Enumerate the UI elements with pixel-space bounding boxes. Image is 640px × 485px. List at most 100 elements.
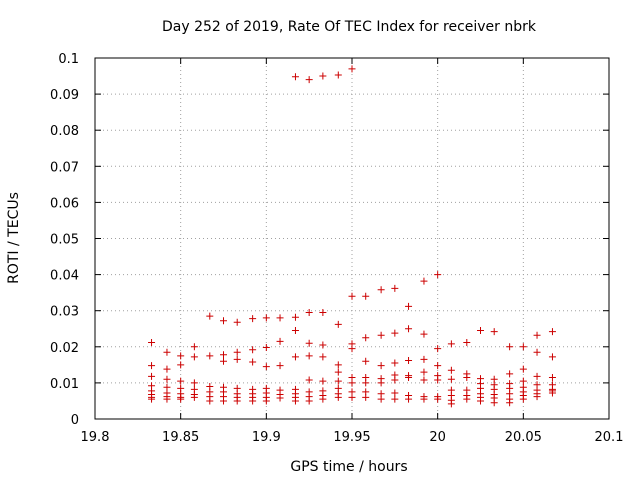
data-point bbox=[391, 359, 399, 367]
data-point bbox=[276, 362, 284, 370]
data-point bbox=[177, 352, 185, 360]
data-point bbox=[249, 315, 257, 323]
data-point bbox=[519, 365, 527, 373]
data-point bbox=[233, 355, 241, 363]
data-point bbox=[319, 395, 327, 403]
data-point bbox=[148, 338, 156, 346]
data-point bbox=[377, 395, 385, 403]
x-tick-label: 19.9 bbox=[252, 430, 281, 445]
data-point bbox=[220, 351, 227, 359]
data-point bbox=[177, 377, 185, 385]
data-point bbox=[420, 330, 428, 338]
data-point bbox=[447, 400, 455, 408]
data-point bbox=[548, 389, 556, 397]
data-point bbox=[220, 357, 227, 365]
data-point bbox=[490, 328, 498, 336]
data-point bbox=[148, 372, 156, 380]
data-point bbox=[220, 317, 227, 325]
data-point bbox=[177, 361, 185, 369]
data-point bbox=[548, 328, 556, 336]
data-point bbox=[463, 395, 471, 403]
x-tick-labels: 19.8 19.85 19.9 19.95 20 20.05 20.1 bbox=[81, 430, 624, 445]
data-point bbox=[262, 363, 270, 371]
data-point bbox=[447, 340, 455, 348]
data-point bbox=[233, 348, 241, 356]
data-point bbox=[391, 329, 399, 337]
x-tick-label: 19.8 bbox=[81, 430, 110, 445]
data-point bbox=[405, 373, 413, 381]
data-point bbox=[506, 343, 514, 351]
data-point bbox=[206, 312, 214, 320]
data-point bbox=[533, 393, 541, 401]
y-tick-label: 0.02 bbox=[50, 341, 79, 356]
data-point bbox=[190, 353, 198, 361]
chart-title: Day 252 of 2019, Rate Of TEC Index for r… bbox=[162, 19, 537, 35]
data-point bbox=[362, 292, 370, 300]
data-point bbox=[276, 337, 284, 345]
data-point bbox=[305, 397, 313, 405]
data-point bbox=[305, 352, 313, 360]
y-tick-label: 0.06 bbox=[50, 196, 79, 211]
data-point bbox=[291, 73, 299, 81]
data-point bbox=[163, 375, 171, 383]
data-point bbox=[305, 339, 313, 347]
data-point bbox=[490, 399, 498, 407]
data-point bbox=[420, 395, 428, 403]
data-point bbox=[519, 343, 527, 351]
y-tick-label: 0.04 bbox=[50, 269, 79, 284]
data-point bbox=[276, 314, 284, 322]
data-point bbox=[420, 376, 428, 384]
data-point bbox=[305, 376, 313, 384]
data-point bbox=[348, 345, 356, 353]
data-point bbox=[249, 346, 257, 354]
data-point bbox=[434, 345, 442, 353]
data-point bbox=[163, 365, 171, 373]
data-point bbox=[420, 355, 428, 363]
data-point bbox=[163, 348, 171, 356]
data-point bbox=[319, 309, 327, 317]
data-point bbox=[377, 286, 385, 294]
x-axis-label: GPS time / hours bbox=[290, 459, 407, 475]
data-point bbox=[334, 320, 342, 328]
data-point bbox=[405, 325, 413, 333]
data-point bbox=[405, 395, 413, 403]
data-point bbox=[291, 353, 299, 361]
data-point bbox=[177, 395, 185, 403]
data-point bbox=[305, 76, 313, 84]
data-point bbox=[190, 343, 198, 351]
plot-frame bbox=[94, 57, 610, 420]
data-points bbox=[148, 65, 556, 408]
data-point bbox=[391, 395, 399, 403]
y-tick-label: 0.1 bbox=[58, 52, 79, 67]
data-point bbox=[334, 377, 342, 385]
y-tick-label: 0.08 bbox=[50, 124, 79, 139]
x-tick-label: 20.1 bbox=[595, 430, 624, 445]
data-point bbox=[362, 393, 370, 401]
data-point bbox=[533, 372, 541, 380]
x-tick-label: 19.95 bbox=[333, 430, 370, 445]
data-point bbox=[249, 397, 257, 405]
data-point bbox=[190, 393, 198, 401]
data-point bbox=[519, 395, 527, 403]
data-point bbox=[533, 331, 541, 339]
data-point bbox=[548, 353, 556, 361]
data-point bbox=[420, 368, 428, 376]
data-point bbox=[506, 370, 514, 378]
data-point bbox=[405, 302, 413, 310]
data-point bbox=[319, 72, 327, 80]
data-point bbox=[533, 348, 541, 356]
x-tick-label: 20 bbox=[429, 430, 446, 445]
data-point bbox=[291, 397, 299, 405]
data-point bbox=[434, 362, 442, 370]
data-point bbox=[477, 327, 484, 335]
grid bbox=[95, 58, 609, 419]
data-point bbox=[391, 389, 399, 397]
data-point bbox=[434, 376, 442, 384]
data-point bbox=[447, 375, 455, 383]
data-point bbox=[319, 377, 327, 385]
data-point bbox=[262, 397, 270, 405]
data-point bbox=[348, 292, 356, 300]
data-point bbox=[348, 393, 356, 401]
x-tick-label: 19.85 bbox=[162, 430, 199, 445]
